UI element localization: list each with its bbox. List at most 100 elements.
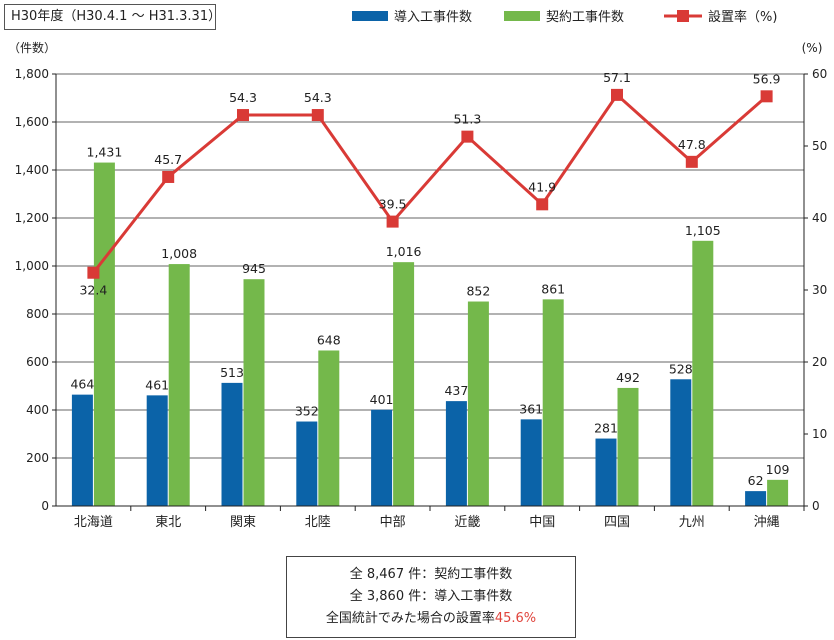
data-label-contract: 945 [242, 261, 266, 276]
bar-contract [243, 279, 265, 506]
summary-contract-total: 全 8,467 件：契約工事件数 [349, 567, 513, 582]
bar-contract [393, 262, 415, 506]
y-tick-label: 1,800 [15, 67, 49, 81]
data-label-intro: 361 [519, 401, 543, 416]
bar-intro [520, 419, 542, 506]
category-label: 中国 [529, 515, 555, 530]
data-label-intro: 352 [295, 404, 319, 419]
data-label-intro: 528 [669, 361, 693, 376]
rate-line-path [92, 92, 768, 274]
bar-contract [692, 240, 714, 507]
summary-rate-line: 全国統計でみた場合の設置率45.6% [287, 608, 575, 630]
y2-axis-unit-label: (%) [802, 41, 823, 55]
bar-contract [318, 350, 340, 506]
y-tick-label: 600 [26, 355, 49, 369]
data-label-rate: 54.3 [229, 90, 257, 105]
legend-label-contract: 契約工事件数 [546, 10, 624, 25]
grid-lines [56, 73, 804, 459]
data-label-intro: 437 [444, 383, 468, 398]
data-label-rate: 54.3 [304, 90, 332, 105]
bar-contract [168, 264, 190, 506]
legend-swatch-intro [352, 11, 388, 21]
data-label-intro: 464 [70, 377, 94, 392]
data-label-intro: 513 [220, 365, 244, 380]
legend-label-rate: 設置率（%) [708, 9, 777, 25]
category-label: 中部 [380, 515, 406, 530]
bar-intro [71, 394, 93, 506]
data-label-contract: 1,431 [87, 145, 123, 160]
data-label-contract: 1,016 [386, 244, 422, 259]
bar-contract [93, 162, 115, 506]
y2-tick-label: 50 [812, 139, 827, 153]
summary-rate-prefix: 全国統計でみた場合の設置率 [325, 611, 495, 626]
right-axis-ticks: 0 10 20 30 40 50 60 [804, 67, 827, 513]
category-label: 関東 [230, 514, 256, 530]
data-label-rate: 57.1 [603, 70, 631, 85]
data-label-contract: 109 [766, 462, 790, 477]
data-label-rate: 41.9 [528, 179, 556, 194]
data-label-intro: 62 [748, 473, 764, 488]
category-label: 四国 [604, 515, 630, 530]
data-label-rate: 47.8 [678, 137, 706, 152]
data-label-contract: 852 [466, 284, 490, 299]
category-label: 沖縄 [754, 515, 780, 530]
summary-intro-total: 全 3,860 件：導入工事件数 [349, 589, 513, 604]
data-label-rate: 56.9 [753, 71, 781, 86]
bar-intro [670, 379, 692, 506]
data-label-intro: 281 [594, 421, 618, 436]
bar-contract [467, 301, 489, 506]
bar-intro [296, 421, 318, 506]
rate-point [162, 170, 175, 183]
category-label: 東北 [155, 514, 181, 530]
data-label-rate: 32.4 [79, 283, 107, 298]
bar-intro [146, 395, 168, 506]
bars [71, 162, 789, 507]
rate-line [87, 88, 773, 279]
bar-contract [767, 479, 789, 506]
legend-swatch-contract [504, 11, 540, 21]
y2-tick-label: 0 [812, 499, 820, 513]
y2-tick-label: 20 [812, 355, 827, 369]
legend-marker-rate [677, 10, 689, 22]
bar-intro [221, 382, 243, 506]
rate-point [461, 130, 474, 143]
summary-rate-value: 45.6% [494, 611, 537, 626]
bar-contract [542, 299, 564, 506]
category-label: 九州 [679, 515, 705, 530]
data-label-rate: 51.3 [453, 112, 481, 127]
bar-intro [595, 438, 617, 506]
rate-point [311, 109, 324, 122]
data-label-intro: 401 [370, 392, 394, 407]
y-axis-unit-label: （件数） [8, 40, 56, 55]
summary-box: 全 8,467 件：契約工事件数 全 3,860 件：導入工事件数 全国統計でみ… [286, 556, 576, 638]
y-tick-label: 400 [26, 403, 49, 417]
legend: 導入工事件数 契約工事件数 設置率（%) [352, 9, 777, 25]
rate-point [87, 266, 100, 279]
category-label: 北陸 [305, 514, 331, 530]
rate-point [611, 88, 623, 101]
rate-point [237, 109, 249, 122]
data-label-rate: 39.5 [379, 197, 407, 212]
y2-tick-label: 40 [812, 211, 827, 225]
bar-intro [745, 491, 767, 506]
rate-point [760, 90, 773, 103]
bar-intro [371, 409, 393, 506]
y-tick-label: 1,000 [15, 259, 49, 273]
data-labels: 464 1,431 461 1,008 513 945 352 648 401 1,016 437 8… [70, 70, 789, 488]
bar-intro [445, 401, 467, 506]
data-label-contract: 492 [616, 370, 640, 385]
legend-label-intro: 導入工事件数 [394, 10, 472, 25]
data-label-contract: 861 [541, 281, 565, 296]
left-axis-ticks: 0 200 400 600 800 1,000 1,200 1,400 1,600 1,800 [15, 67, 56, 513]
y-tick-label: 0 [41, 499, 49, 513]
y-tick-label: 1,600 [15, 115, 49, 129]
category-label: 近畿 [454, 515, 480, 530]
data-label-intro: 461 [145, 377, 169, 392]
y2-tick-label: 60 [812, 67, 827, 81]
data-label-contract: 1,008 [161, 246, 197, 261]
category-labels: 北海道 東北 関東 北陸 中部 近畿 中国 四国 九州 沖縄 [74, 506, 805, 530]
category-label: 北海道 [74, 515, 113, 530]
period-label: H30年度（H30.4.1 ～ H31.3.31） [4, 4, 221, 30]
y2-tick-label: 10 [812, 427, 827, 441]
